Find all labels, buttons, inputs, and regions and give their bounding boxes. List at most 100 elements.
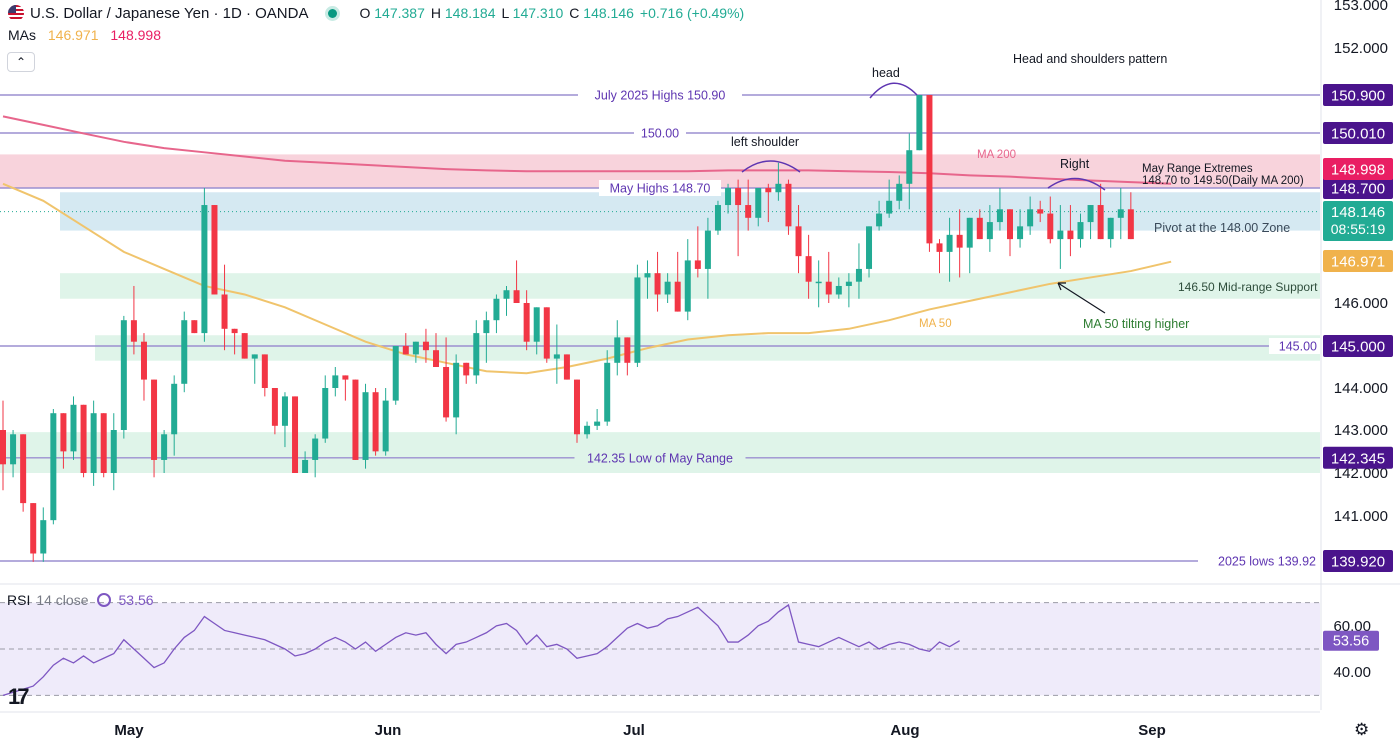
candle-body — [956, 234, 963, 248]
left-shoulder-arc — [741, 160, 801, 173]
moving-averages-legend[interactable]: MAs 146.971 148.998 — [8, 27, 169, 43]
left-shoulder-label: left shoulder — [731, 135, 799, 149]
candle-body — [896, 183, 903, 201]
y-tick-label: 146.000 — [1334, 295, 1388, 312]
candle-body — [1097, 205, 1104, 240]
candle-body — [684, 260, 691, 312]
candle-body — [523, 303, 530, 342]
ma200-line — [2, 115, 1172, 185]
y-tick-label: 153.000 — [1334, 0, 1388, 14]
rsi-legend[interactable]: RSI 14 close 53.56 — [7, 592, 154, 608]
ma50-value: 146.971 — [47, 27, 99, 43]
candle-body — [20, 434, 27, 504]
candle-body — [1117, 209, 1124, 218]
candle-body — [755, 188, 762, 218]
ma200-label: MA 200 — [977, 149, 1016, 161]
x-tick-label: May — [114, 722, 144, 739]
candle-body — [473, 333, 480, 376]
candle-body — [80, 404, 87, 473]
ma50-label: MA 50 — [919, 318, 952, 330]
candle-body — [1057, 230, 1064, 240]
candle-body — [1077, 222, 1084, 240]
symbol-header: U.S. Dollar / Japanese Yen · 1D · OANDA … — [0, 0, 750, 26]
collapse-legend-button[interactable]: ⌃ — [7, 52, 35, 72]
candle-body — [876, 213, 883, 227]
candle-body — [120, 320, 127, 430]
x-tick-label: Aug — [890, 722, 919, 739]
candle-body — [151, 379, 158, 460]
candle-body — [433, 350, 440, 367]
y-tick-label: 144.000 — [1334, 380, 1388, 397]
y-tick-label: 152.000 — [1334, 40, 1388, 57]
candle-body — [332, 375, 339, 388]
symbol-title[interactable]: U.S. Dollar / Japanese Yen · 1D · OANDA — [30, 4, 309, 22]
candle-body — [725, 188, 732, 206]
range-extremes-label-2: 148.70 to 149.50(Daily MA 200) — [1142, 175, 1304, 187]
candle-body — [443, 367, 450, 418]
ma50-tilt-label: MA 50 tilting higher — [1083, 317, 1189, 331]
rsi-badge: 53.56 — [1333, 634, 1369, 650]
level-badge-2: 148.700 — [1331, 181, 1385, 198]
level-label-0: July 2025 Highs 150.90 — [595, 89, 726, 103]
candle-body — [553, 354, 560, 359]
candle-body — [181, 320, 188, 384]
rsi-params: 14 close — [36, 592, 89, 608]
candle-body — [503, 290, 510, 299]
candle-body — [412, 341, 419, 355]
candle-body — [362, 392, 369, 460]
candle-body — [775, 183, 782, 193]
candle-body — [493, 298, 500, 321]
range-extremes-label: May Range Extremes — [1142, 163, 1253, 175]
candle-body — [1027, 209, 1034, 227]
candle-body — [805, 256, 812, 282]
candle-body — [342, 375, 349, 380]
level-label-2: May Highs 148.70 — [610, 182, 711, 196]
candle-body — [110, 430, 117, 473]
candle-body — [855, 268, 862, 282]
ma200-badge-bg — [1323, 158, 1393, 180]
candle-body — [866, 226, 873, 269]
candle-body — [221, 294, 228, 329]
level-label-5: 2025 lows 139.92 — [1218, 555, 1316, 569]
level-badge-5: 139.920 — [1331, 554, 1385, 571]
candle-body — [241, 333, 248, 359]
candle-body — [845, 281, 852, 286]
tradingview-logo-icon[interactable]: 17 — [8, 684, 30, 709]
y-tick-label: 141.000 — [1334, 508, 1388, 525]
level-badge-0: 150.900 — [1331, 88, 1385, 105]
candle-body — [624, 337, 631, 363]
candle-body — [402, 346, 409, 355]
level-badge-0-bg — [1323, 84, 1393, 106]
candle-body — [594, 421, 601, 426]
candle-body — [1087, 205, 1094, 223]
candle-body — [714, 205, 721, 231]
candle-body — [604, 362, 611, 422]
candle-body — [664, 281, 671, 295]
candle-body — [453, 362, 460, 418]
rsi-settings-icon[interactable] — [96, 593, 111, 607]
pattern-title: Head and shoulders pattern — [1013, 52, 1167, 66]
ma50-badge: 146.971 — [1331, 254, 1385, 271]
candle-body — [916, 95, 923, 151]
price-badge-bg — [1323, 201, 1393, 241]
candle-body — [10, 434, 17, 465]
candle-body — [835, 285, 842, 295]
y-tick-label: 142.000 — [1334, 465, 1388, 482]
candle-body — [986, 222, 993, 240]
ohlc-open: O 147.387 — [359, 5, 425, 21]
candle-body — [100, 413, 107, 473]
candle-body — [201, 205, 208, 334]
candle-body — [735, 188, 742, 206]
candle-body — [573, 379, 580, 435]
level-badge-3-bg — [1323, 335, 1393, 357]
candle-body — [1107, 217, 1114, 240]
price-badge: 148.146 — [1331, 204, 1385, 221]
candle-body — [322, 388, 329, 439]
gear-icon[interactable]: ⚙ — [1354, 720, 1370, 739]
level-label-bg — [1198, 553, 1320, 569]
candle-body — [765, 188, 772, 193]
candle-body — [654, 273, 661, 295]
candle-body — [382, 400, 389, 452]
